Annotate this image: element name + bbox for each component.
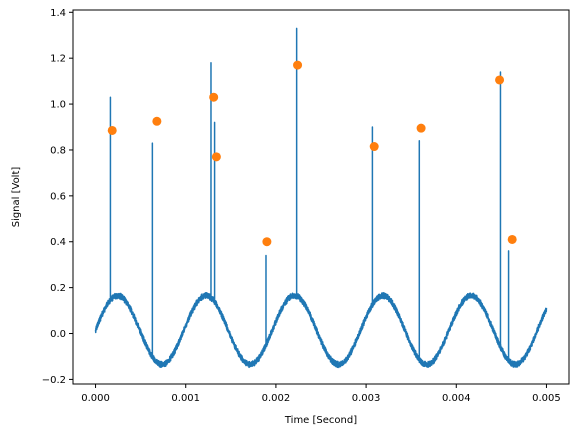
y-tick-label: 1.4 bbox=[50, 8, 66, 19]
peak-marker bbox=[495, 75, 505, 85]
peak-marker bbox=[209, 92, 219, 102]
peak-marker bbox=[107, 125, 117, 135]
plot-background bbox=[73, 10, 569, 384]
marker-layer bbox=[107, 60, 517, 247]
y-axis-label: Signal [Volt] bbox=[11, 167, 22, 228]
x-tick-label: 0.001 bbox=[171, 393, 200, 404]
x-tick-label: 0.004 bbox=[442, 393, 471, 404]
y-tick-label: 0.8 bbox=[50, 145, 66, 156]
y-tick-label: 0.6 bbox=[50, 191, 66, 202]
y-tick-label: 1.0 bbox=[50, 100, 66, 111]
x-tick-label: 0.002 bbox=[262, 393, 291, 404]
x-axis-ticks: 0.000 0.001 0.002 0.003 0.004 0.005 bbox=[81, 384, 561, 404]
x-tick-label: 0.005 bbox=[532, 393, 561, 404]
y-tick-label: 1.2 bbox=[50, 54, 66, 65]
x-axis-label: Time [Second] bbox=[284, 415, 357, 426]
y-tick-label: −0.2 bbox=[42, 375, 66, 386]
peak-marker bbox=[152, 116, 162, 126]
y-axis-ticks: −0.2 0.0 0.2 0.4 0.6 0.8 1.0 1.2 1.4 bbox=[42, 8, 73, 386]
x-tick-label: 0.003 bbox=[352, 393, 381, 404]
peak-marker bbox=[211, 152, 221, 162]
signal-line bbox=[94, 27, 548, 369]
peak-marker bbox=[369, 142, 379, 152]
peak-marker bbox=[507, 234, 517, 244]
peak-marker bbox=[293, 60, 303, 70]
peak-marker bbox=[416, 123, 426, 133]
y-tick-label: 0.2 bbox=[50, 283, 66, 294]
x-tick-label: 0.000 bbox=[81, 393, 110, 404]
peak-marker bbox=[262, 237, 272, 247]
plot-frame bbox=[72, 9, 570, 385]
series-layer bbox=[94, 27, 548, 369]
y-tick-label: 0.4 bbox=[50, 237, 66, 248]
y-tick-label: 0.0 bbox=[50, 329, 66, 340]
